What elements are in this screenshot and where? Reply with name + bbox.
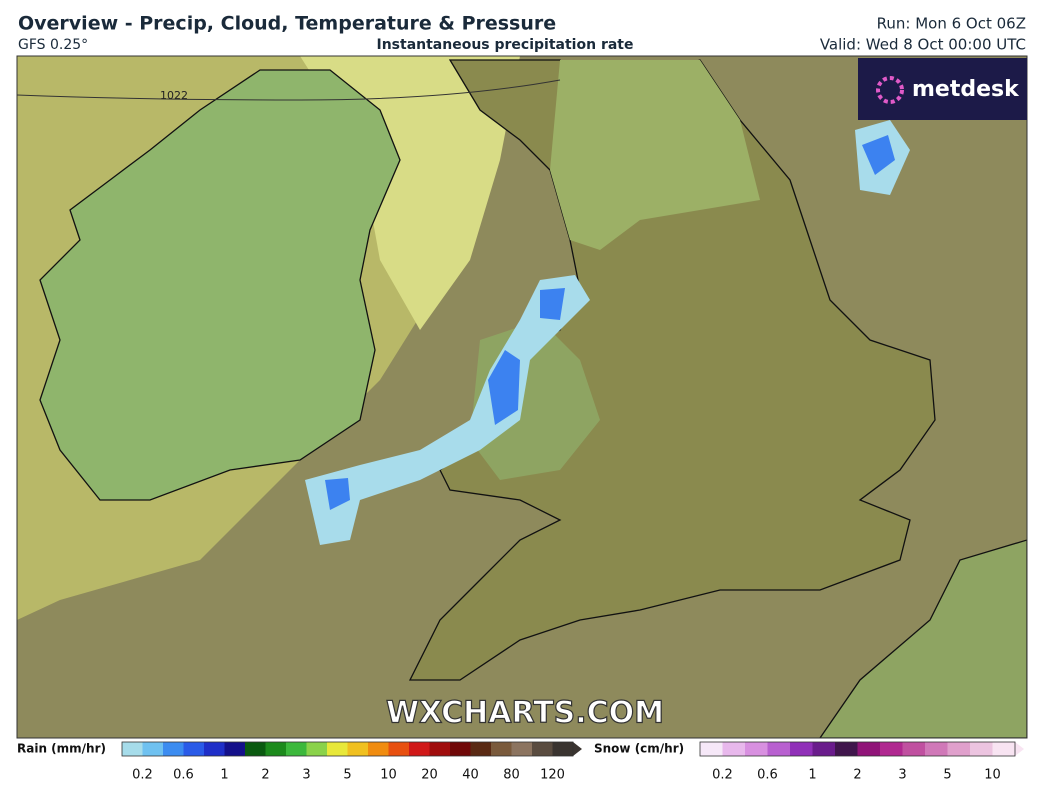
watermark: WXCHARTS.COM <box>386 696 664 731</box>
rain-moderate <box>488 350 520 425</box>
map-frame <box>16 55 1028 739</box>
rain-swatch <box>409 742 430 756</box>
rain-swatch <box>245 742 266 756</box>
rain-moderate <box>325 288 565 510</box>
snow-swatch <box>992 742 1016 756</box>
rain-swatch <box>470 742 492 756</box>
snow-label: 5 <box>943 768 951 783</box>
rain-label: 1 <box>220 768 228 783</box>
rain-label: 3 <box>302 768 310 783</box>
snow-swatch <box>857 742 881 756</box>
snow-swatch <box>812 742 836 756</box>
snow-label: 3 <box>898 768 906 783</box>
snow-swatch <box>790 742 813 756</box>
snow-title: Snow (cm/hr) <box>594 742 684 756</box>
snow-swatch <box>722 742 746 756</box>
rain-swatch <box>388 742 410 756</box>
rain-swatch <box>142 742 164 756</box>
valid: Valid: Wed 8 Oct 00:00 UTC <box>820 36 1026 54</box>
ireland <box>39 69 401 501</box>
snow-swatch <box>745 742 768 756</box>
rain-label: 2 <box>261 768 269 783</box>
snow-swatch <box>767 742 791 756</box>
logo-text: metdesk <box>912 77 1020 102</box>
rain-swatch <box>511 742 533 756</box>
snow-swatch <box>970 742 993 756</box>
rain-swatch <box>532 742 553 756</box>
isobar-label: 1022 <box>160 89 188 102</box>
isobar <box>17 79 561 101</box>
snow-swatch <box>880 742 903 756</box>
rain-label: 40 <box>462 768 479 783</box>
france <box>819 539 1027 738</box>
rain-swatch <box>286 742 307 756</box>
rain-swatch <box>552 742 574 756</box>
snow-arrow <box>1015 742 1024 756</box>
rain-swatch <box>450 742 471 756</box>
map: 1022 metdesk WXCHARTS.COM <box>16 55 1028 739</box>
rain-swatch <box>163 742 184 756</box>
snow-label: 0.6 <box>757 768 778 783</box>
rain-swatch <box>327 742 348 756</box>
rain-label: 0.2 <box>132 768 153 783</box>
rain-swatch <box>183 742 205 756</box>
rain-swatch <box>306 742 328 756</box>
title: Overview - Precip, Cloud, Temperature & … <box>18 13 556 35</box>
snow-label: 0.2 <box>712 768 733 783</box>
model: GFS 0.25° <box>18 37 88 53</box>
snow-swatch <box>835 742 858 756</box>
rain-moderate <box>862 135 895 175</box>
rain-swatch <box>122 742 143 756</box>
snow-label: 10 <box>984 768 1001 783</box>
rain-label: 120 <box>540 768 565 783</box>
run: Run: Mon 6 Oct 06Z <box>877 15 1026 33</box>
rain-swatch <box>368 742 389 756</box>
logo-icon <box>876 76 904 104</box>
rain-label: 0.6 <box>173 768 194 783</box>
rain-swatch <box>429 742 451 756</box>
snow-swatch <box>925 742 948 756</box>
rain-swatch <box>347 742 369 756</box>
rain-label: 80 <box>503 768 520 783</box>
snow-label: 1 <box>808 768 816 783</box>
rain-frame <box>121 741 574 757</box>
rain-label: 20 <box>421 768 438 783</box>
rain-label: 10 <box>380 768 397 783</box>
rain-label: 5 <box>343 768 351 783</box>
scotland-green <box>550 60 760 250</box>
rain-swatch <box>265 742 287 756</box>
snow-swatch <box>902 742 926 756</box>
rain-title: Rain (mm/hr) <box>17 742 106 756</box>
snow-swatch <box>947 742 971 756</box>
subtitle: Instantaneous precipitation rate <box>377 37 634 53</box>
rain-swatch <box>204 742 225 756</box>
logo-box <box>858 58 1027 120</box>
rain-swatch <box>491 742 512 756</box>
snow-frame <box>699 741 1016 757</box>
rain-swatch <box>224 742 246 756</box>
legend: Rain (mm/hr) Snow (cm/hr) 0.2 0.6 1 2 3 5 10 20… <box>17 742 1024 783</box>
snow-label: 2 <box>853 768 861 783</box>
rain-light <box>305 275 590 545</box>
snow-swatch <box>700 742 723 756</box>
rain-arrow <box>573 742 582 756</box>
